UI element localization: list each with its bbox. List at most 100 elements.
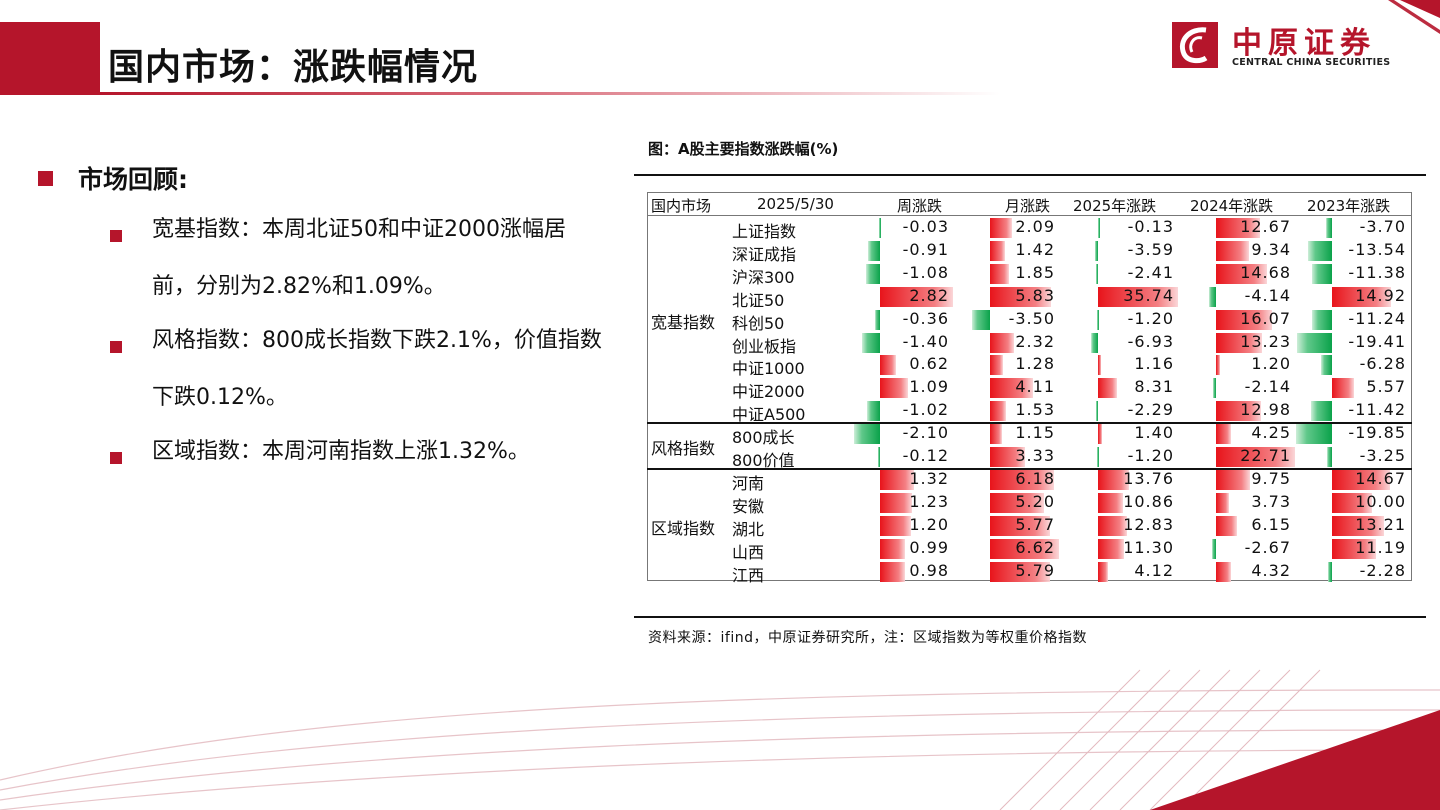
positive-bar	[1332, 378, 1355, 399]
review-item-text: 风格指数：800成长指数下跌2.1%，价值指数下跌0.12%。	[152, 328, 602, 410]
positive-bar	[1098, 515, 1127, 536]
cell-value: 8.31	[1134, 377, 1174, 397]
row-label: 中证A500	[732, 405, 806, 425]
table-cell: 11.19	[1296, 538, 1410, 559]
table-cell: 14.67	[1296, 469, 1410, 490]
negative-bar	[972, 309, 990, 330]
cell-value: 1.53	[1015, 400, 1055, 420]
cell-value: 9.75	[1251, 468, 1291, 488]
table-cell: 1.15	[957, 423, 1059, 445]
cell-value: 5.20	[1015, 491, 1055, 511]
negative-bar	[1311, 401, 1333, 422]
table-cell: 14.92	[1296, 286, 1410, 307]
cell-value: 1.32	[909, 468, 949, 488]
market-review-panel: 市场回顾: 宽基指数：本周北证50和中证2000涨幅居前，分别为2.82%和1.…	[38, 160, 608, 494]
cell-value: 11.19	[1355, 537, 1406, 557]
table-cell: 5.83	[957, 286, 1059, 307]
row-label: 北证50	[732, 290, 785, 310]
positive-bar	[989, 355, 1004, 376]
negative-bar	[1091, 332, 1099, 353]
index-returns-table: 国内市场 2025/5/30 周涨跌 月涨跌 2025年涨跌 2024年涨跌 2023年涨跌…	[647, 192, 1412, 585]
company-logo: 中原证券 CENTRAL CHINA SECURITIES	[1172, 22, 1412, 72]
table-cell: -3.59	[1061, 240, 1178, 261]
row-label: 科创50	[732, 313, 785, 333]
row-label: 中证1000	[732, 359, 805, 379]
positive-bar	[1098, 561, 1108, 582]
cell-value: 0.99	[909, 537, 949, 557]
cell-value: 2.09	[1015, 217, 1055, 236]
table-cell: 35.74	[1061, 286, 1178, 307]
negative-bar	[1095, 263, 1099, 284]
table-cell: 12.98	[1179, 400, 1295, 422]
table-cell: 6.18	[957, 469, 1059, 490]
table-cell: -19.41	[1296, 332, 1410, 353]
cell-value: -1.20	[1127, 308, 1174, 328]
row-label: 深证成指	[732, 244, 797, 264]
table-cell: -1.40	[845, 332, 953, 353]
cell-value: 13.76	[1123, 468, 1174, 488]
table-cell: -0.13	[1061, 217, 1178, 238]
cell-value: -6.28	[1359, 354, 1406, 374]
positive-bar	[989, 218, 1012, 238]
positive-bar	[989, 492, 1045, 513]
cell-value: -19.85	[1348, 423, 1406, 443]
cell-value: -1.20	[1127, 446, 1174, 465]
positive-bar	[1098, 469, 1130, 490]
column-header: 2025/5/30	[757, 195, 834, 213]
cell-value: 2.32	[1015, 331, 1055, 351]
cell-value: -11.42	[1348, 400, 1406, 420]
positive-bar	[879, 561, 906, 582]
positive-bar	[989, 378, 1033, 399]
positive-bar	[879, 492, 912, 513]
table-cell: -0.03	[845, 217, 953, 238]
cell-value: 13.21	[1355, 514, 1406, 534]
table-cell: 11.30	[1061, 538, 1178, 559]
cell-value: -13.54	[1348, 239, 1406, 259]
cell-value: 9.34	[1251, 239, 1291, 259]
positive-bar	[1098, 492, 1123, 513]
negative-bar	[1296, 424, 1333, 445]
cell-value: -2.41	[1127, 262, 1174, 282]
cell-value: -2.67	[1244, 537, 1291, 557]
positive-bar	[1216, 355, 1221, 376]
cell-value: -6.93	[1127, 331, 1174, 351]
cell-value: -2.28	[1359, 560, 1406, 580]
cell-value: -0.36	[902, 308, 949, 328]
positive-bar	[989, 286, 1051, 307]
negative-bar	[878, 447, 881, 467]
header-accent-bar	[0, 22, 100, 95]
cell-value: 11.30	[1123, 537, 1174, 557]
cell-value: 4.25	[1251, 423, 1291, 443]
cell-value: 22.71	[1240, 446, 1291, 465]
negative-bar	[1096, 401, 1099, 422]
cell-value: 2.82	[909, 285, 949, 305]
table-cell: -6.93	[1061, 332, 1178, 353]
review-item-text: 宽基指数：本周北证50和中证2000涨幅居前，分别为2.82%和1.09%。	[152, 217, 566, 299]
table-cell: 4.11	[957, 377, 1059, 399]
square-bullet-icon	[110, 341, 122, 353]
table-cell: 5.79	[957, 561, 1059, 582]
positive-bar	[1216, 424, 1231, 445]
table-cell: -4.14	[1179, 286, 1295, 307]
cell-value: 14.67	[1355, 468, 1406, 488]
cell-value: 16.07	[1240, 308, 1291, 328]
negative-bar	[1325, 218, 1333, 238]
cell-value: 3.73	[1251, 491, 1291, 511]
cell-value: -0.03	[902, 217, 949, 236]
cell-value: 4.11	[1015, 377, 1055, 397]
row-label: 沪深300	[732, 267, 795, 287]
positive-bar	[1216, 263, 1268, 284]
group-label: 风格指数	[651, 439, 716, 458]
cell-value: -11.38	[1348, 262, 1406, 282]
table-cell: -11.38	[1296, 263, 1410, 284]
cell-value: -3.50	[1008, 308, 1055, 328]
cell-value: 5.57	[1366, 377, 1406, 397]
cell-value: 1.16	[1134, 354, 1174, 374]
negative-bar	[1098, 218, 1101, 238]
positive-bar	[1216, 447, 1295, 467]
table-cell: 1.42	[957, 240, 1059, 261]
positive-bar	[989, 332, 1014, 353]
table-cell: 3.73	[1179, 492, 1295, 513]
negative-bar	[1094, 240, 1099, 261]
table-cell: 0.98	[845, 561, 953, 582]
